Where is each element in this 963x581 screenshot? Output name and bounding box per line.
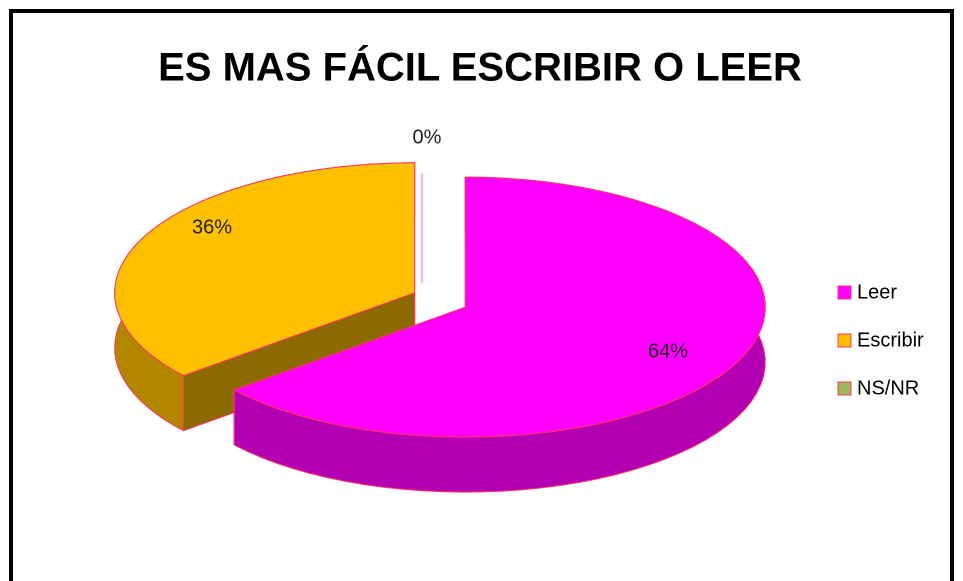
slice-top: [114, 162, 416, 377]
data-label: 0%: [413, 126, 442, 148]
legend-swatch: [837, 285, 852, 300]
legend-swatch: [837, 333, 852, 348]
data-label: 36%: [192, 216, 232, 238]
legend-label: Escribir: [857, 329, 924, 351]
legend-swatch: [837, 381, 852, 396]
slice-top: [232, 176, 766, 438]
chart-title: ES MAS FÁCIL ESCRIBIR O LEER: [158, 45, 802, 90]
data-label: 64%: [648, 340, 688, 362]
legend-label: NS/NR: [857, 377, 919, 399]
legend-label: Leer: [857, 281, 897, 303]
pie-slice: [232, 176, 766, 493]
